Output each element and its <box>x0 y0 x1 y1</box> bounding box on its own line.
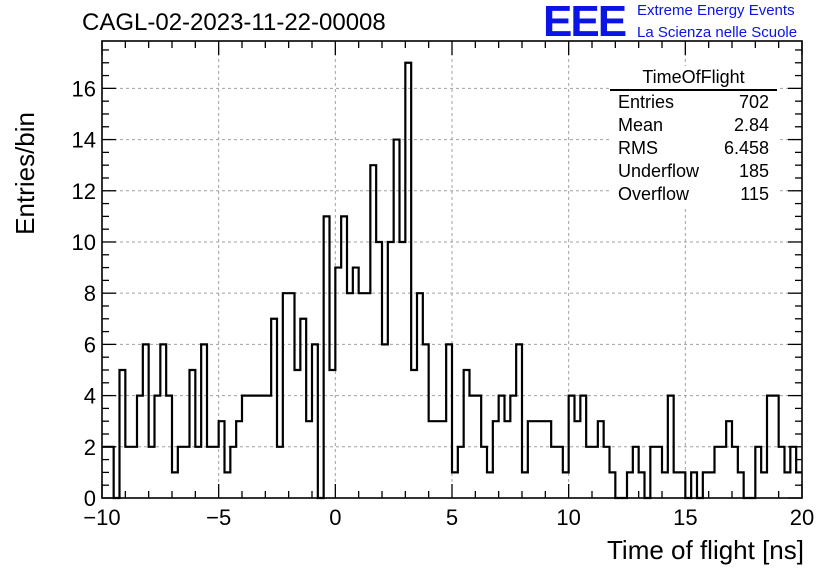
stats-label: RMS <box>618 138 658 158</box>
stats-row-overflow: Overflow 115 <box>610 183 777 206</box>
stats-label: Overflow <box>618 184 690 204</box>
x-axis-label: Time of flight [ns] <box>607 535 804 565</box>
axis-tick-labels: −10 −5 0 5 10 15 20 0 2 4 6 8 10 12 14 16 <box>72 76 815 530</box>
y-tick-label: 16 <box>72 76 96 101</box>
histogram-series-line <box>102 61 802 500</box>
stats-row-rms: RMS 6.458 <box>610 137 777 160</box>
stats-label: Mean <box>618 115 664 135</box>
y-tick-label: 2 <box>84 435 96 460</box>
logo-subtitle-1: Extreme Energy Events <box>637 2 795 19</box>
stats-value: 6.458 <box>723 138 769 158</box>
stats-value: 115 <box>740 184 769 204</box>
stats-value: 2.84 <box>733 115 769 135</box>
y-tick-label: 4 <box>84 384 96 409</box>
y-tick-label: 14 <box>72 128 96 153</box>
y-tick-label: 6 <box>84 332 96 357</box>
stats-title: TimeOfFlight <box>610 66 777 91</box>
stats-label: Entries <box>618 92 675 112</box>
y-tick-label: 10 <box>72 230 96 255</box>
stats-box: TimeOfFlight Entries 702 Mean 2.84 RMS 6… <box>610 66 777 206</box>
x-tick-label: −10 <box>83 505 120 530</box>
x-tick-label: 0 <box>329 505 341 530</box>
y-axis-label: Entries/bin <box>10 112 40 235</box>
y-tick-label: 12 <box>72 179 96 204</box>
stats-value: 185 <box>738 161 769 181</box>
x-tick-label: 20 <box>790 505 814 530</box>
stats-row-underflow: Underflow 185 <box>610 160 777 183</box>
x-tick-label: 15 <box>673 505 697 530</box>
x-tick-label: 5 <box>446 505 458 530</box>
stats-row-entries: Entries 702 <box>610 91 777 114</box>
y-tick-label: 0 <box>84 486 96 511</box>
logo-subtitle-2: La Scienza nelle Scuole <box>637 24 798 41</box>
x-tick-label: −5 <box>206 505 231 530</box>
eee-logo: EEE <box>543 0 627 46</box>
x-tick-label: 10 <box>556 505 580 530</box>
y-tick-label: 8 <box>84 281 96 306</box>
stats-value: 702 <box>738 92 769 112</box>
stats-row-mean: Mean 2.84 <box>610 114 777 137</box>
axis-ticks <box>101 41 803 499</box>
chart-title: CAGL-02-2023-11-22-00008 <box>82 9 386 36</box>
stats-label: Underflow <box>618 161 700 181</box>
